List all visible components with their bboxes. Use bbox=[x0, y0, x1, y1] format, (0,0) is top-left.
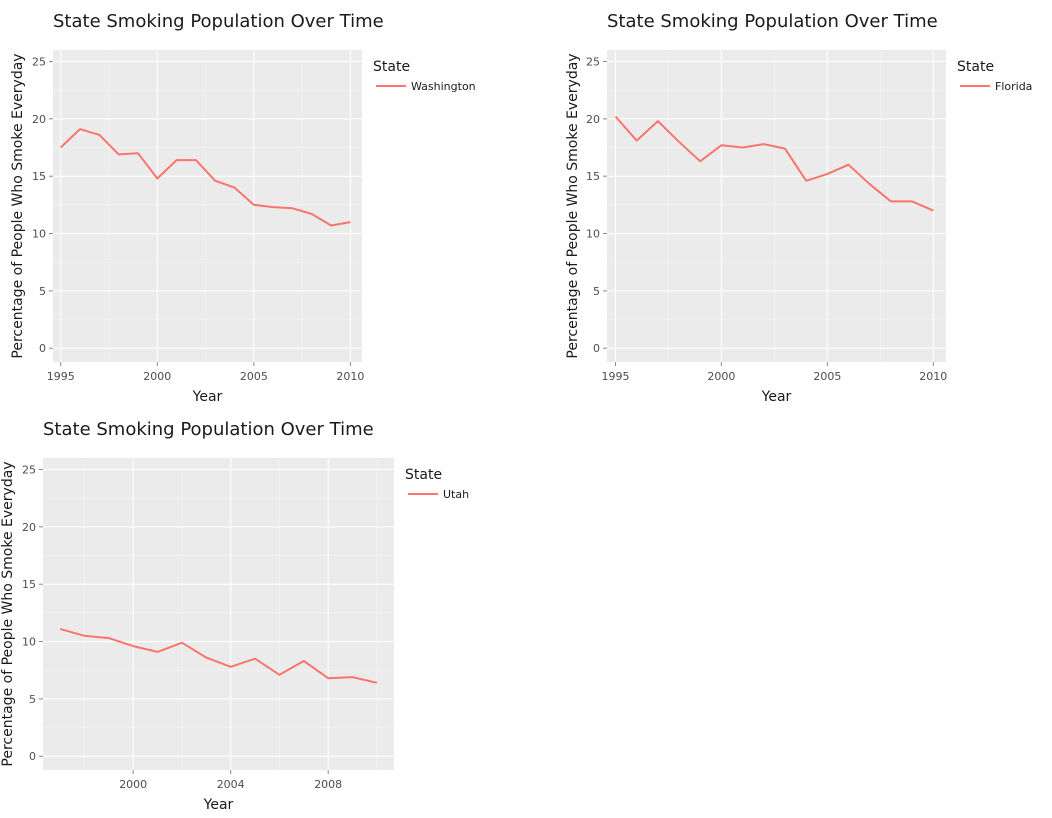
y-tick-label: 0 bbox=[29, 750, 36, 763]
y-tick-label: 20 bbox=[22, 521, 36, 534]
chart-title: State Smoking Population Over Time bbox=[43, 419, 374, 440]
legend-title: State bbox=[405, 467, 442, 483]
plot-background bbox=[53, 50, 362, 362]
chart-panel: 0 5 10 15 20 25 2000 2004 2008 State Smoking Popu… bbox=[0, 419, 469, 813]
y-tick-label: 25 bbox=[32, 55, 46, 68]
y-tick-label: 15 bbox=[586, 170, 600, 183]
x-tick-label: 2010 bbox=[919, 370, 947, 383]
x-tick-label: 2000 bbox=[707, 370, 735, 383]
y-tick-label: 5 bbox=[39, 285, 46, 298]
y-tick-label: 20 bbox=[586, 113, 600, 126]
x-axis-title: Year bbox=[761, 389, 792, 405]
y-tick-label: 15 bbox=[22, 578, 36, 591]
x-tick-label: 2005 bbox=[240, 370, 268, 383]
x-tick-label: 2010 bbox=[336, 370, 364, 383]
plot-background bbox=[607, 50, 946, 362]
legend-title: State bbox=[373, 59, 410, 75]
chart-title: State Smoking Population Over Time bbox=[53, 11, 384, 32]
x-tick-label: 2000 bbox=[143, 370, 171, 383]
x-tick-label: 2008 bbox=[314, 778, 342, 791]
y-tick-label: 15 bbox=[32, 170, 46, 183]
x-tick-label: 2000 bbox=[119, 778, 147, 791]
x-tick-label: 1995 bbox=[47, 370, 75, 383]
y-tick-label: 10 bbox=[32, 228, 46, 241]
x-tick-label: 2005 bbox=[813, 370, 841, 383]
y-axis-title: Percentage of People Who Smoke Everyday bbox=[10, 53, 26, 358]
series-line-washington bbox=[60, 128, 351, 227]
x-tick-label: 1995 bbox=[601, 370, 629, 383]
y-axis-title: Percentage of People Who Smoke Everyday bbox=[565, 53, 581, 358]
x-axis-title: Year bbox=[203, 797, 234, 813]
y-tick-label: 0 bbox=[593, 342, 600, 355]
y-tick-label: 20 bbox=[32, 113, 46, 126]
legend-title: State bbox=[957, 59, 994, 75]
y-tick-label: 5 bbox=[593, 285, 600, 298]
y-tick-label: 0 bbox=[39, 342, 46, 355]
y-axis-title: Percentage of People Who Smoke Everyday bbox=[0, 461, 16, 766]
y-tick-label: 10 bbox=[586, 228, 600, 241]
chart-panel: 0 5 10 15 20 25 1995 2000 2005 2010 State Smoking … bbox=[565, 11, 1032, 405]
chart-title: State Smoking Population Over Time bbox=[607, 11, 938, 32]
y-tick-label: 5 bbox=[29, 693, 36, 706]
legend-label: Florida bbox=[995, 80, 1032, 93]
chart-panel: 0 5 10 15 20 25 1995 2000 2005 2010 State Smoking … bbox=[10, 11, 476, 405]
y-tick-label: 10 bbox=[22, 636, 36, 649]
legend-label: Utah bbox=[443, 488, 469, 501]
plot-background bbox=[43, 458, 394, 770]
x-tick-label: 2004 bbox=[217, 778, 245, 791]
y-tick-label: 25 bbox=[22, 463, 36, 476]
x-axis-title: Year bbox=[192, 389, 223, 405]
series-line-florida bbox=[614, 115, 934, 212]
series-line-utah bbox=[59, 627, 378, 684]
y-tick-label: 25 bbox=[586, 55, 600, 68]
legend-label: Washington bbox=[411, 80, 476, 93]
